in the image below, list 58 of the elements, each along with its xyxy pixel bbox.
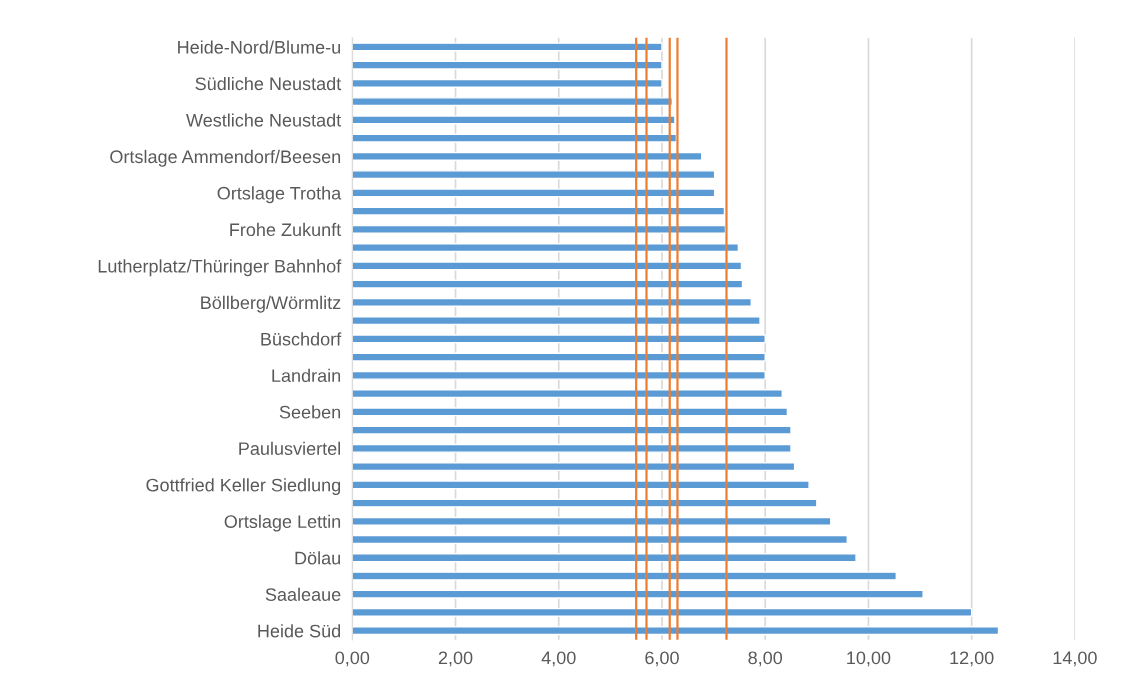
bar <box>352 279 744 289</box>
bar <box>352 243 740 253</box>
x-tick-label: 2,00 <box>438 651 473 667</box>
y-tick-label: Ortslage Trotha <box>217 186 342 204</box>
x-tick-label: 10,00 <box>847 651 891 667</box>
bar <box>352 224 727 234</box>
x-tick-label: 4,00 <box>541 651 576 667</box>
bar <box>352 443 792 453</box>
bar <box>352 206 726 216</box>
bar <box>352 516 832 526</box>
bar <box>352 462 796 472</box>
bar <box>352 553 857 563</box>
y-tick-label: Paulusviertel <box>239 441 340 456</box>
x-tick-label: 6,00 <box>645 651 679 667</box>
x-tick-label: 0,00 <box>335 651 370 667</box>
bar <box>352 261 743 271</box>
y-tick-label: Seeben <box>279 405 341 419</box>
y-tick-label: Lutherplatz/Thüringer Bahnhof <box>98 259 342 277</box>
y-tick-label: Gottfried Keller Siedlung <box>146 478 341 496</box>
y-tick-label: Ortslage Ammendorf/Beesen <box>110 149 341 167</box>
x-tick-label: 14,00 <box>1053 651 1097 667</box>
y-tick-label: Heide-Nord/Blume-u <box>178 40 341 54</box>
bar <box>352 297 752 307</box>
y-tick-label: Saaleaue <box>265 587 341 601</box>
bar <box>352 498 818 508</box>
bar <box>352 115 676 125</box>
bar <box>352 60 663 70</box>
y-tick-label: Frohe Zukunft <box>230 222 342 237</box>
bar <box>352 97 673 107</box>
bar <box>352 571 897 581</box>
bar <box>352 425 792 435</box>
y-tick-label: Ortslage Lettin <box>224 514 341 532</box>
bar <box>352 370 766 380</box>
bar <box>352 480 810 490</box>
bar <box>352 334 766 344</box>
y-tick-label: Böllberg/Wörmlitz <box>201 295 341 313</box>
bar <box>352 133 678 143</box>
x-tick-label: 12,00 <box>950 651 994 667</box>
bar <box>352 42 663 52</box>
y-tick-label: Südliche Neustadt <box>195 76 342 91</box>
y-tick-label: Heide Süd <box>258 624 341 638</box>
bar <box>352 534 848 545</box>
bar <box>352 407 789 417</box>
y-tick-label: Dölau <box>295 551 340 565</box>
bar <box>352 188 716 198</box>
bar <box>352 589 924 599</box>
x-tick-label: 8,00 <box>748 651 783 667</box>
bar <box>352 170 716 180</box>
bar <box>352 389 783 399</box>
bar <box>352 352 766 362</box>
bar <box>352 626 1000 636</box>
bar <box>352 607 973 618</box>
y-tick-label: Landrain <box>272 368 341 383</box>
y-tick-label: Büschdorf <box>261 332 342 346</box>
bar <box>352 316 761 326</box>
y-tick-label: Westliche Neustadt <box>186 113 342 127</box>
bar <box>352 151 703 161</box>
bar <box>352 78 663 88</box>
